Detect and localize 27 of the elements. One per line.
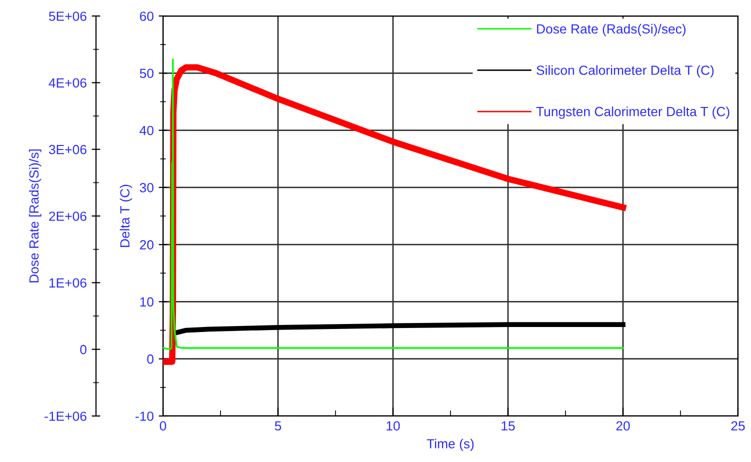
y-tick-label: 10 [140,297,154,307]
x-tick-label: 20 [616,421,630,431]
y-axis-title: Delta T (C) [120,184,132,247]
y-tick-label: -10 [135,412,154,421]
y2-tick-label: 1E+06 [49,278,86,288]
y-tick-label: 40 [140,126,154,136]
y2-tick-label: 3E+06 [48,144,86,154]
y-tick-label: 30 [140,182,154,192]
legend-label: Silicon Calorimeter Delta T (C) [536,65,714,78]
x-tick-label: 5 [274,421,282,431]
y2-tick-label: 4E+06 [48,78,86,88]
x-axis-title: Time (s) [426,438,474,452]
y2-tick-label: 2E+06 [49,212,86,221]
legend-label: Tungsten Calorimeter Delta T (C) [536,106,730,119]
y-tick-label: 0 [147,354,154,364]
x-tick-label: 0 [160,421,166,431]
y2-tick-label: 5E+06 [48,12,86,21]
y2-tick-label: -1E+06 [44,412,86,421]
y2-axis-title: Dose Rate [Rads(Si)/s] [28,149,42,282]
y2-tick-label: 0 [80,344,86,354]
x-tick-label: 15 [502,421,515,431]
x-tick-label: 10 [386,421,400,431]
x-tick-label: 25 [731,421,745,431]
y-tick-label: 60 [140,12,154,21]
y-tick-label: 50 [140,68,154,78]
legend-label: Dose Rate (Rads(Si)/sec) [537,24,686,36]
y-tick-label: 20 [140,240,154,250]
